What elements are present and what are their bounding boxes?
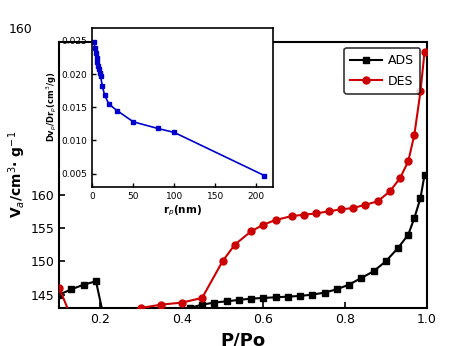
ADS — [346, 283, 352, 287]
DES — [418, 89, 423, 93]
ADS — [118, 329, 123, 333]
ADS — [395, 246, 401, 250]
ADS — [224, 299, 229, 303]
ADS — [150, 316, 156, 320]
ADS — [126, 322, 131, 327]
DES — [375, 199, 381, 203]
DES — [77, 336, 82, 340]
DES — [405, 160, 411, 164]
DES — [422, 49, 428, 54]
ADS — [418, 196, 423, 200]
ADS — [69, 287, 74, 291]
ADS — [187, 306, 193, 310]
DES — [289, 214, 295, 218]
DES — [363, 203, 368, 207]
ADS — [310, 293, 315, 297]
DES — [97, 322, 103, 327]
DES — [118, 312, 123, 317]
DES — [387, 189, 392, 193]
ADS — [285, 294, 291, 299]
ADS — [199, 302, 205, 307]
ADS — [105, 336, 111, 340]
DES — [199, 296, 205, 300]
DES — [397, 176, 403, 180]
ADS — [411, 216, 417, 220]
X-axis label: P/Po: P/Po — [220, 331, 265, 346]
ADS — [297, 294, 303, 298]
ADS — [163, 312, 168, 317]
ADS — [175, 309, 181, 313]
DES — [326, 209, 331, 213]
Line: DES: DES — [56, 48, 428, 342]
ADS — [248, 297, 254, 301]
ADS — [273, 295, 278, 299]
DES — [232, 243, 237, 247]
DES — [411, 133, 417, 137]
DES — [314, 211, 319, 216]
DES — [179, 301, 184, 305]
Legend: ADS, DES: ADS, DES — [344, 48, 420, 94]
ADS — [405, 233, 411, 237]
DES — [261, 222, 266, 227]
DES — [248, 229, 254, 234]
ADS — [56, 293, 62, 297]
Line: ADS: ADS — [56, 172, 428, 341]
Y-axis label: Dv$_p$/Dr$_p$(cm$^3$/g): Dv$_p$/Dr$_p$(cm$^3$/g) — [45, 72, 59, 143]
ADS — [236, 298, 242, 302]
ADS — [138, 319, 144, 324]
DES — [273, 218, 278, 222]
ADS — [93, 279, 99, 283]
Y-axis label: V$_a$/cm$^3$· g$^{-1}$: V$_a$/cm$^3$· g$^{-1}$ — [6, 131, 28, 218]
Text: 160: 160 — [9, 23, 32, 36]
ADS — [81, 283, 87, 287]
DES — [138, 306, 144, 310]
ADS — [211, 301, 217, 305]
DES — [158, 302, 164, 307]
DES — [350, 206, 356, 210]
X-axis label: r$_p$(nm): r$_p$(nm) — [163, 203, 202, 218]
DES — [338, 207, 344, 211]
ADS — [358, 276, 364, 280]
DES — [219, 259, 225, 263]
ADS — [334, 287, 340, 291]
DES — [301, 212, 307, 217]
ADS — [322, 291, 328, 295]
ADS — [261, 296, 266, 300]
ADS — [422, 173, 428, 177]
ADS — [383, 259, 389, 263]
ADS — [371, 269, 376, 273]
DES — [56, 286, 62, 290]
